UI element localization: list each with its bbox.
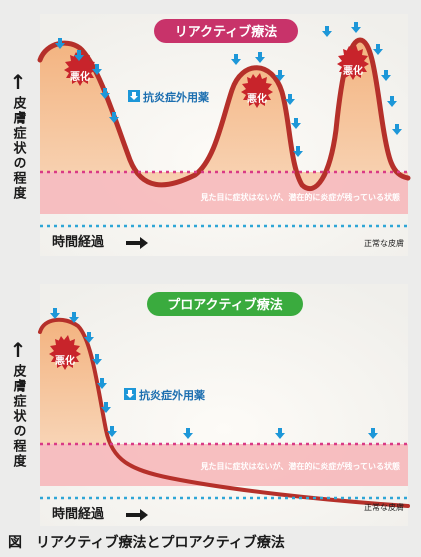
down-arrow-icon bbox=[183, 428, 193, 439]
title-text: リアクティブ療法 bbox=[175, 24, 278, 40]
down-arrow-icon bbox=[291, 118, 301, 129]
down-arrow-icon bbox=[392, 124, 402, 135]
down-arrow-icon bbox=[74, 50, 84, 61]
normal-skin-label: 正常な皮膚 bbox=[364, 238, 404, 248]
down-arrow-icon bbox=[285, 94, 295, 105]
down-arrow-icon bbox=[97, 378, 107, 389]
latent-inflammation-band bbox=[40, 172, 408, 214]
flare-badge: 悪化 bbox=[64, 51, 96, 86]
flare-label: 悪化 bbox=[70, 70, 90, 83]
flare-badge: 悪化 bbox=[49, 335, 81, 370]
down-arrow-icon bbox=[107, 426, 117, 437]
down-arrow-icon bbox=[275, 428, 285, 439]
flare-badge: 悪化 bbox=[241, 73, 273, 108]
down-arrow-icon bbox=[126, 390, 134, 398]
flare-label: 悪化 bbox=[55, 354, 75, 367]
down-arrow-icon bbox=[92, 354, 102, 365]
band-label: 見た目に症状はないが、潜在的に炎症が残っている状態 bbox=[200, 192, 400, 202]
up-arrow-icon: ↑ bbox=[9, 70, 27, 94]
down-arrow-icon bbox=[373, 44, 383, 55]
down-arrow-icon bbox=[381, 70, 391, 81]
flare-label: 悪化 bbox=[343, 64, 363, 77]
drug-label: 抗炎症外用薬 bbox=[139, 388, 206, 402]
x-axis-label: 時間経過 bbox=[52, 506, 105, 522]
down-arrow-icon bbox=[84, 332, 94, 343]
drug-arrows bbox=[55, 22, 402, 157]
flare-label: 悪化 bbox=[247, 92, 267, 105]
latent-inflammation-band bbox=[40, 444, 408, 486]
down-arrow-icon bbox=[255, 52, 265, 63]
caption-text: リアクティブ療法とプロアクティブ療法 bbox=[36, 535, 285, 551]
y-axis-label-top: ↑ 皮膚症状の程度 bbox=[0, 72, 36, 201]
normal-skin-label: 正常な皮膚 bbox=[364, 502, 404, 512]
y-axis-label: 皮膚症状の程度 bbox=[10, 96, 26, 201]
down-arrow-icon bbox=[351, 22, 361, 33]
x-axis: 時間経過 bbox=[52, 234, 148, 250]
panel-title: プロアクティブ療法 bbox=[147, 292, 303, 316]
title-text: プロアクティブ療法 bbox=[167, 297, 283, 313]
proactive-panel: 悪化 抗炎症外用薬 プロアクティブ療法 見た目に症状はないが、潜在的に炎症が残っ… bbox=[38, 284, 410, 526]
down-arrow-icon bbox=[275, 70, 285, 81]
drug-label: 抗炎症外用薬 bbox=[143, 90, 210, 104]
drug-arrows bbox=[50, 308, 378, 439]
band-label: 見た目に症状はないが、潜在的に炎症が残っている状態 bbox=[200, 461, 400, 471]
down-arrow-icon bbox=[293, 146, 303, 157]
down-arrow-icon bbox=[368, 428, 378, 439]
figure-number: 図 bbox=[8, 535, 22, 551]
panel-title: リアクティブ療法 bbox=[154, 19, 298, 43]
down-arrow-icon bbox=[100, 88, 110, 99]
right-arrow-icon bbox=[126, 237, 148, 249]
reactive-panel: 悪化 悪化 悪化 抗炎症外用薬 リアクティブ療法 bbox=[37, 14, 411, 256]
down-arrow-icon bbox=[322, 26, 332, 37]
y-axis-label-bottom: ↑ 皮膚症状の程度 bbox=[0, 340, 36, 469]
y-axis-label: 皮膚症状の程度 bbox=[10, 364, 26, 469]
up-arrow-icon: ↑ bbox=[9, 338, 27, 362]
down-arrow-icon bbox=[387, 96, 397, 107]
down-arrow-icon bbox=[130, 92, 138, 100]
x-axis-label: 時間経過 bbox=[52, 234, 105, 250]
down-arrow-icon bbox=[55, 38, 65, 49]
down-arrow-icon bbox=[92, 64, 102, 75]
down-arrow-icon bbox=[69, 312, 79, 323]
x-axis: 時間経過 bbox=[52, 506, 148, 522]
symptom-curve bbox=[37, 37, 411, 192]
figure-caption: 図リアクティブ療法とプロアクティブ療法 bbox=[8, 532, 418, 552]
symptom-curve bbox=[38, 317, 410, 508]
drug-legend: 抗炎症外用薬 bbox=[124, 388, 206, 402]
drug-legend: 抗炎症外用薬 bbox=[128, 90, 210, 104]
right-arrow-icon bbox=[126, 509, 148, 521]
flare-badge: 悪化 bbox=[337, 45, 369, 80]
down-arrow-icon bbox=[109, 112, 119, 123]
down-arrow-icon bbox=[231, 54, 241, 65]
down-arrow-icon bbox=[50, 308, 60, 319]
down-arrow-icon bbox=[101, 402, 111, 413]
